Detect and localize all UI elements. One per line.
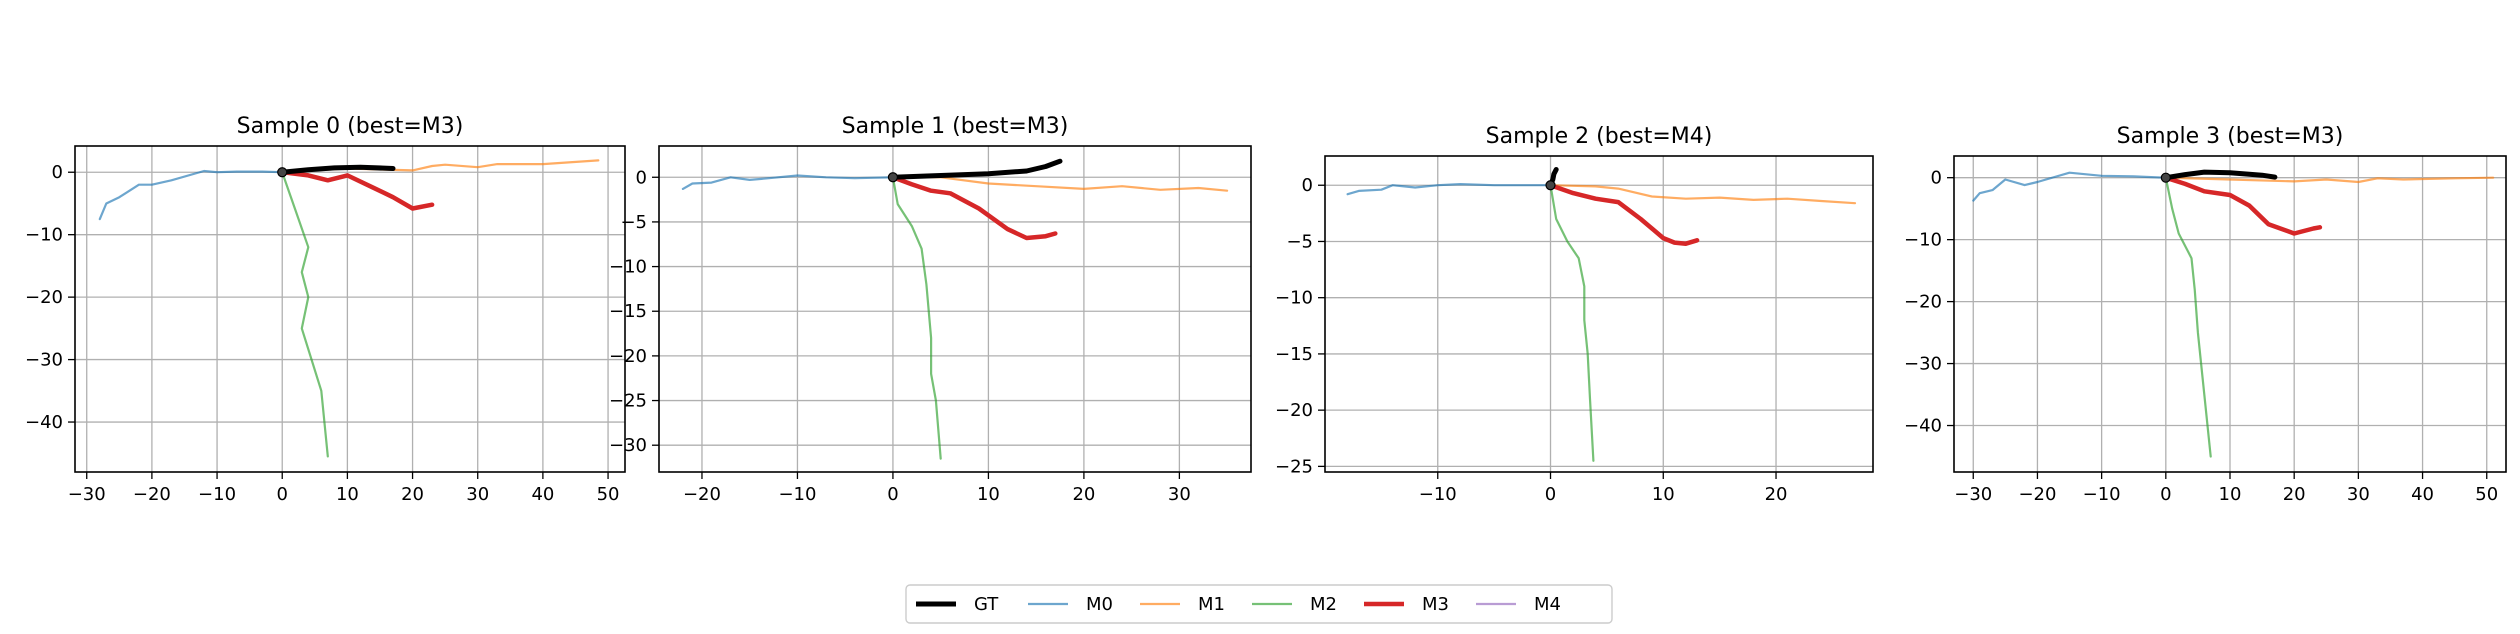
series-line-m2 [281,171,329,458]
y-tick-label: −25 [609,391,647,412]
x-tick-label: −10 [198,484,236,505]
series-line-m2 [891,176,942,460]
legend-label-m2: M2 [1310,594,1337,615]
x-tick-label: 10 [1652,484,1675,505]
series-line-gt [279,164,396,175]
y-tick-label: −25 [1275,456,1313,477]
x-tick-label: 20 [2283,484,2306,505]
series-line-gt [890,158,1063,180]
subplot-0: −30 −20 −10 0 10 20 30 40 50 0 −10 −20 −30 −40 Sample … [25,114,626,505]
y-tick-label: −20 [1904,292,1942,313]
x-tick-label: 0 [277,484,288,505]
series-group [681,158,1229,460]
series-line-m3 [1548,182,1700,246]
origin-marker [277,167,288,178]
x-tick-label: 0 [887,484,898,505]
series-group [98,159,600,458]
series-line-m0 [98,169,284,221]
subplot-1: −20 −10 0 10 20 30 0 −5 −10 −15 −20 −25 −30 Sample 1 … [609,114,1252,505]
x-tick-label: 10 [2219,484,2242,505]
y-tick-label: −10 [609,257,647,278]
y-tick-label: 0 [52,162,63,183]
y-tick-label: 0 [636,167,647,188]
x-tick-label: 30 [1168,484,1191,505]
subplot-title: Sample 3 (best=M3) [2117,124,2344,149]
y-tick-label: −20 [1275,400,1313,421]
series-line-m0 [1346,183,1552,196]
series-line-m2 [1549,184,1595,462]
legend-label-m1: M1 [1198,594,1225,615]
y-tick-label: 0 [1302,175,1313,196]
series-line-gt [2163,169,2278,181]
x-tick-label: 0 [1545,484,1556,505]
y-tick-label: −5 [1286,231,1313,252]
series-line-m1 [2164,176,2495,184]
subplots: −30 −20 −10 0 10 20 30 40 50 0 −10 −20 −30 −40 Sample … [25,114,2507,505]
origin-marker [887,172,899,183]
subplot-2: −10 0 10 20 0 −5 −10 −15 −20 −25 Sample 2 (best=M4… [1275,124,1874,505]
axes-frame [1324,155,1874,473]
series-group [1346,167,1857,462]
y-tick-label: −10 [1275,288,1313,309]
legend: GT M0 M1 M2 M3 M4 [905,584,1613,624]
x-tick-label: 20 [401,484,424,505]
series-line-m0 [681,174,895,190]
x-tick-label: 0 [2160,484,2171,505]
y-tick-label: −10 [25,225,63,246]
series-line-m3 [890,175,1058,241]
x-tick-label: −10 [2083,484,2121,505]
series-line-m3 [279,169,435,211]
series-line-m0 [1972,171,2167,202]
y-tick-label: −30 [1904,354,1942,375]
x-tick-label: 20 [1072,484,1095,505]
x-tick-label: −10 [1419,484,1457,505]
y-tick-label: −40 [1904,416,1942,437]
x-tick-label: −10 [778,484,816,505]
x-tick-label: 50 [597,484,620,505]
y-tick-label: −15 [609,301,647,322]
subplot-3: −30 −20 −10 0 10 20 30 40 50 0 −10 −20 −30 −40 Sample … [1904,124,2507,505]
origin-marker [2160,172,2171,183]
axes-frame [658,145,1252,473]
series-line-m1 [1549,184,1857,205]
x-tick-label: 10 [977,484,1000,505]
x-tick-label: −20 [683,484,721,505]
subplot-title: Sample 1 (best=M3) [842,114,1069,139]
y-tick-label: −30 [25,350,63,371]
series-line-m3 [2163,175,2323,236]
y-tick-label: −15 [1275,344,1313,365]
axes-frame [74,145,626,473]
origin-marker [1545,180,1556,191]
x-tick-label: 50 [2475,484,2498,505]
series-group [1972,169,2495,458]
x-tick-label: 40 [531,484,554,505]
legend-label-m4: M4 [1534,594,1561,615]
subplot-title: Sample 2 (best=M4) [1486,124,1713,149]
y-tick-label: −10 [1904,230,1942,251]
y-tick-label: −20 [609,346,647,367]
series-line-m1 [891,176,1229,192]
series-line-m2 [2164,176,2212,458]
y-tick-label: −5 [620,212,647,233]
x-tick-label: 10 [336,484,359,505]
x-tick-label: 30 [466,484,489,505]
y-tick-label: 0 [1931,168,1942,189]
y-tick-label: −40 [25,412,63,433]
legend-label-m0: M0 [1086,594,1113,615]
x-tick-label: −20 [133,484,171,505]
subplot-title: Sample 0 (best=M3) [237,114,464,139]
y-tick-label: −30 [609,435,647,456]
legend-label-gt: GT [974,594,999,615]
x-tick-label: 40 [2411,484,2434,505]
x-tick-label: −30 [1954,484,1992,505]
legend-label-m3: M3 [1422,594,1449,615]
x-tick-label: 30 [2347,484,2370,505]
x-tick-label: −30 [68,484,106,505]
y-tick-label: −20 [25,287,63,308]
x-tick-label: −20 [2018,484,2056,505]
x-tick-label: 20 [1765,484,1788,505]
